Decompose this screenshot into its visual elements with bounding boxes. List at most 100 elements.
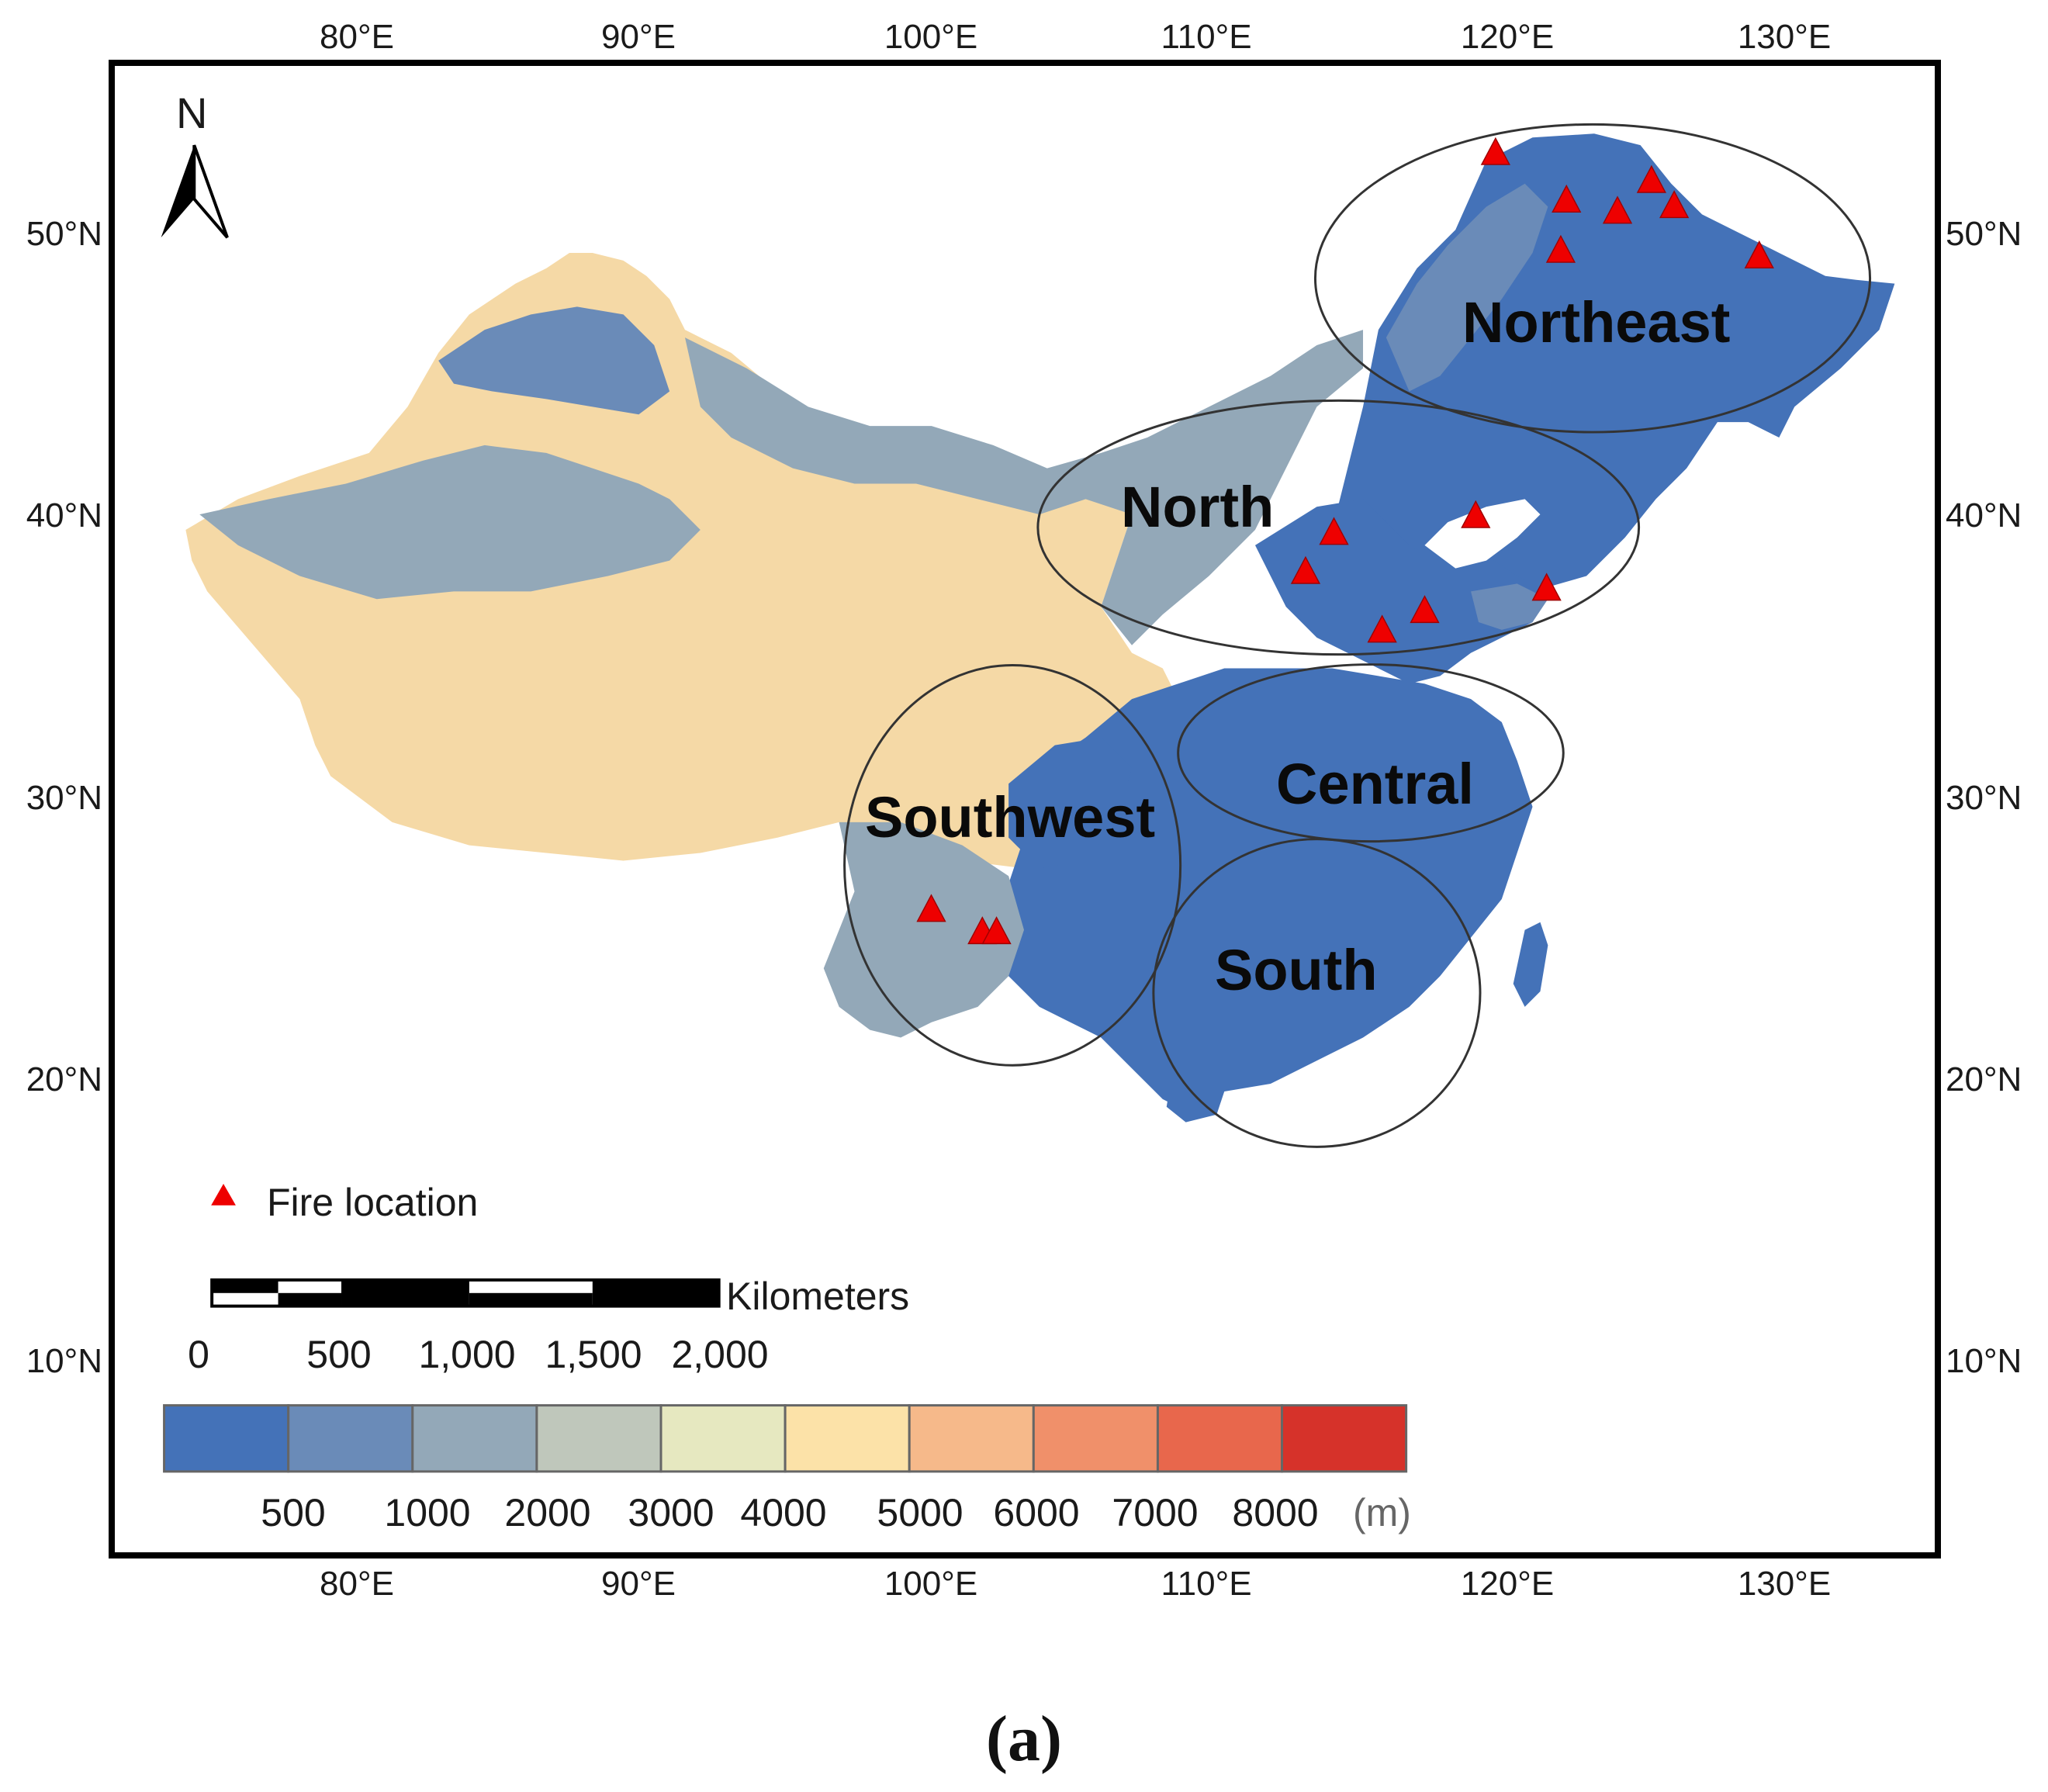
junggar-basin	[438, 306, 670, 415]
elevation-tick-label: 7000	[1112, 1491, 1199, 1534]
lon-label-bottom: 90°E	[601, 1565, 676, 1603]
elevation-tick-label: 2000	[504, 1491, 591, 1534]
lon-label-bottom: 100°E	[884, 1565, 978, 1603]
lon-label-top: 100°E	[884, 18, 978, 56]
lat-label-right: 10°N	[1946, 1342, 2022, 1380]
fire-location-marker	[1290, 555, 1321, 584]
elevation-tick-label: 5000	[877, 1491, 963, 1534]
lat-label-left: 50°N	[26, 215, 102, 253]
elevation-color-swatch	[287, 1404, 414, 1473]
elevation-tick-label: 6000	[993, 1491, 1080, 1534]
fire-location-marker	[1552, 184, 1582, 213]
region-label-southwest: Southwest	[865, 785, 1156, 849]
inner-mongolia-gobi	[684, 330, 1364, 645]
yunnan-guizhou-plateau	[823, 822, 1025, 1038]
scale-bar-tick-label: 2,000	[671, 1333, 769, 1376]
scale-bar-unit: Kilometers	[726, 1275, 910, 1318]
elevation-color-ramp	[163, 1404, 1408, 1473]
fire-location-marker	[1636, 164, 1667, 193]
lon-label-bottom: 120°E	[1460, 1565, 1555, 1603]
bohai-sea	[1424, 499, 1541, 569]
scale-bar-segment	[592, 1279, 719, 1306]
region-circle-central	[1177, 663, 1565, 843]
elevation-tick-label: 4000	[740, 1491, 827, 1534]
fire-location-marker	[1659, 190, 1690, 219]
region-label-central: Central	[1276, 752, 1474, 816]
scale-bar	[210, 1278, 721, 1308]
elevation-color-swatch	[535, 1404, 662, 1473]
lat-label-right: 20°N	[1946, 1060, 2022, 1098]
lon-label-bottom: 80°E	[320, 1565, 394, 1603]
region-label-northeast: Northeast	[1462, 290, 1731, 355]
fire-location-marker	[1744, 240, 1774, 268]
scale-bar-tick-label: 1,000	[418, 1333, 516, 1376]
lat-label-right: 30°N	[1946, 779, 2022, 817]
fire-location-marker	[1367, 614, 1397, 643]
fire-location-marker	[1480, 137, 1510, 165]
map-canvas	[161, 123, 1895, 1473]
lat-label-right: 50°N	[1946, 215, 2022, 253]
lat-label-left: 10°N	[26, 1342, 102, 1380]
lat-label-left: 40°N	[26, 496, 102, 534]
elevation-tick-label: 500	[261, 1491, 326, 1534]
elevation-color-swatch	[659, 1404, 787, 1473]
lon-label-top: 110°E	[1161, 18, 1252, 56]
fire-location-marker	[1319, 517, 1349, 545]
fire-location-marker	[1410, 595, 1440, 624]
region-label-south: South	[1215, 938, 1378, 1002]
lon-label-bottom: 110°E	[1161, 1565, 1252, 1603]
north-arrow-icon	[161, 145, 195, 238]
fire-location-marker	[1602, 195, 1633, 224]
region-label-north: North	[1121, 475, 1275, 539]
taiwan-island	[1513, 922, 1548, 1007]
fire-location-marker	[1461, 500, 1491, 528]
fire-location-marker	[916, 894, 946, 922]
lon-label-top: 80°E	[320, 18, 394, 56]
lat-label-left: 30°N	[26, 779, 102, 817]
elevation-unit: (m)	[1353, 1491, 1411, 1534]
shandong	[1471, 583, 1548, 630]
fire-legend-icon	[211, 1183, 236, 1206]
fire-legend-label: Fire location	[267, 1181, 479, 1224]
elevation-color-swatch	[784, 1404, 911, 1473]
figure-caption: (a)	[986, 1703, 1062, 1775]
elevation-color-swatch	[1032, 1404, 1159, 1473]
fire-location-marker	[1531, 573, 1562, 601]
fire-location-marker	[981, 916, 1012, 945]
lat-label-right: 40°N	[1946, 496, 2022, 534]
elevation-tick-label: 1000	[384, 1491, 471, 1534]
region-circle-southwest	[843, 664, 1182, 1067]
north-arrow-icon-outline	[192, 144, 229, 239]
north-arrow	[161, 144, 229, 239]
lon-label-top: 90°E	[601, 18, 676, 56]
scale-bar-tick-label: 1,500	[545, 1333, 642, 1376]
fire-markers	[916, 137, 1774, 945]
north-arrow-label: N	[176, 88, 208, 137]
sichuan-basin	[1008, 737, 1133, 869]
map-frame: Northeast North Central Southwest South …	[109, 60, 1941, 1558]
scale-bar-segment	[469, 1292, 593, 1306]
tarim-basin	[199, 445, 701, 600]
elevation-color-swatch	[1156, 1404, 1284, 1473]
landmass-west	[185, 252, 1178, 869]
greater-khingan	[1386, 183, 1548, 392]
scale-bar-segment	[212, 1279, 278, 1293]
region-circle-south	[1152, 838, 1482, 1148]
lon-label-top: 120°E	[1460, 18, 1555, 56]
scale-bar-tick-label: 500	[306, 1333, 372, 1376]
fire-location-marker	[1545, 234, 1576, 263]
elevation-tick-label: 3000	[628, 1491, 714, 1534]
elevation-color-swatch	[163, 1404, 290, 1473]
lat-label-left: 20°N	[26, 1060, 102, 1098]
region-circle-north	[1036, 399, 1641, 656]
region-circle-northeast	[1313, 123, 1872, 434]
scale-bar-segment	[278, 1292, 342, 1306]
scale-bar-tick-label: 0	[188, 1333, 209, 1376]
elevation-color-swatch	[411, 1404, 538, 1473]
lon-label-top: 130°E	[1737, 18, 1832, 56]
elevation-tick-label: 8000	[1232, 1491, 1319, 1534]
lon-label-bottom: 130°E	[1737, 1565, 1832, 1603]
scale-bar-segment	[341, 1279, 469, 1306]
elevation-color-swatch	[1281, 1404, 1408, 1473]
elevation-color-swatch	[908, 1404, 1035, 1473]
